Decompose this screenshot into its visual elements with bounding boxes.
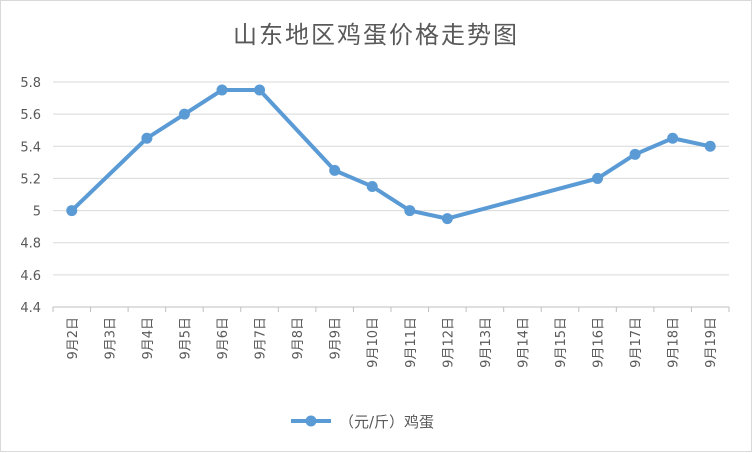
- data-point: [629, 148, 641, 160]
- x-tick-label: 9月8日: [291, 317, 306, 360]
- y-tick-label: 5: [33, 205, 41, 220]
- y-tick-label: 5.4: [20, 140, 41, 155]
- x-tick-label: 9月17日: [629, 317, 644, 368]
- x-tick-label: 9月11日: [404, 317, 419, 368]
- data-point: [329, 164, 341, 176]
- data-point: [592, 172, 604, 184]
- x-tick-label: 9月19日: [704, 317, 719, 368]
- y-tick-label: 4.8: [20, 237, 41, 252]
- y-tick-label: 5.6: [20, 108, 41, 123]
- x-tick-label: 9月2日: [66, 317, 81, 360]
- legend-marker: [305, 415, 317, 427]
- y-tick-label: 5.8: [20, 76, 41, 91]
- x-tick-label: 9月18日: [667, 317, 682, 368]
- x-tick-label: 9月16日: [592, 317, 607, 368]
- data-point: [216, 84, 228, 96]
- y-tick-label: 5.2: [20, 172, 41, 187]
- data-point: [178, 108, 190, 120]
- x-tick-label: 9月10日: [366, 317, 381, 368]
- series-line: [69, 88, 713, 221]
- data-point: [141, 132, 153, 144]
- x-tick-label: 9月3日: [103, 317, 118, 360]
- data-point: [667, 132, 679, 144]
- x-tick-label: 9月7日: [254, 317, 269, 360]
- x-tick-label: 9月9日: [329, 317, 344, 360]
- data-point: [704, 140, 716, 152]
- x-tick-label: 9月14日: [516, 317, 531, 368]
- x-tick-label: 9月6日: [216, 317, 231, 360]
- y-tick-label: 4.4: [20, 301, 41, 316]
- chart-title: 山东地区鸡蛋价格走势图: [233, 21, 519, 49]
- x-tick-label: 9月5日: [178, 317, 193, 360]
- x-tick-label: 9月4日: [141, 317, 156, 360]
- data-point: [404, 205, 416, 217]
- x-tick-label: 9月12日: [441, 317, 456, 368]
- x-tick-label: 9月13日: [479, 317, 494, 368]
- legend-label: （元/斤）鸡蛋: [339, 413, 434, 431]
- data-point: [441, 213, 453, 225]
- y-tick-label: 4.6: [20, 269, 41, 284]
- data-point: [66, 205, 78, 217]
- data-point: [254, 84, 266, 96]
- x-tick-label: 9月15日: [554, 317, 569, 368]
- data-point: [366, 180, 378, 192]
